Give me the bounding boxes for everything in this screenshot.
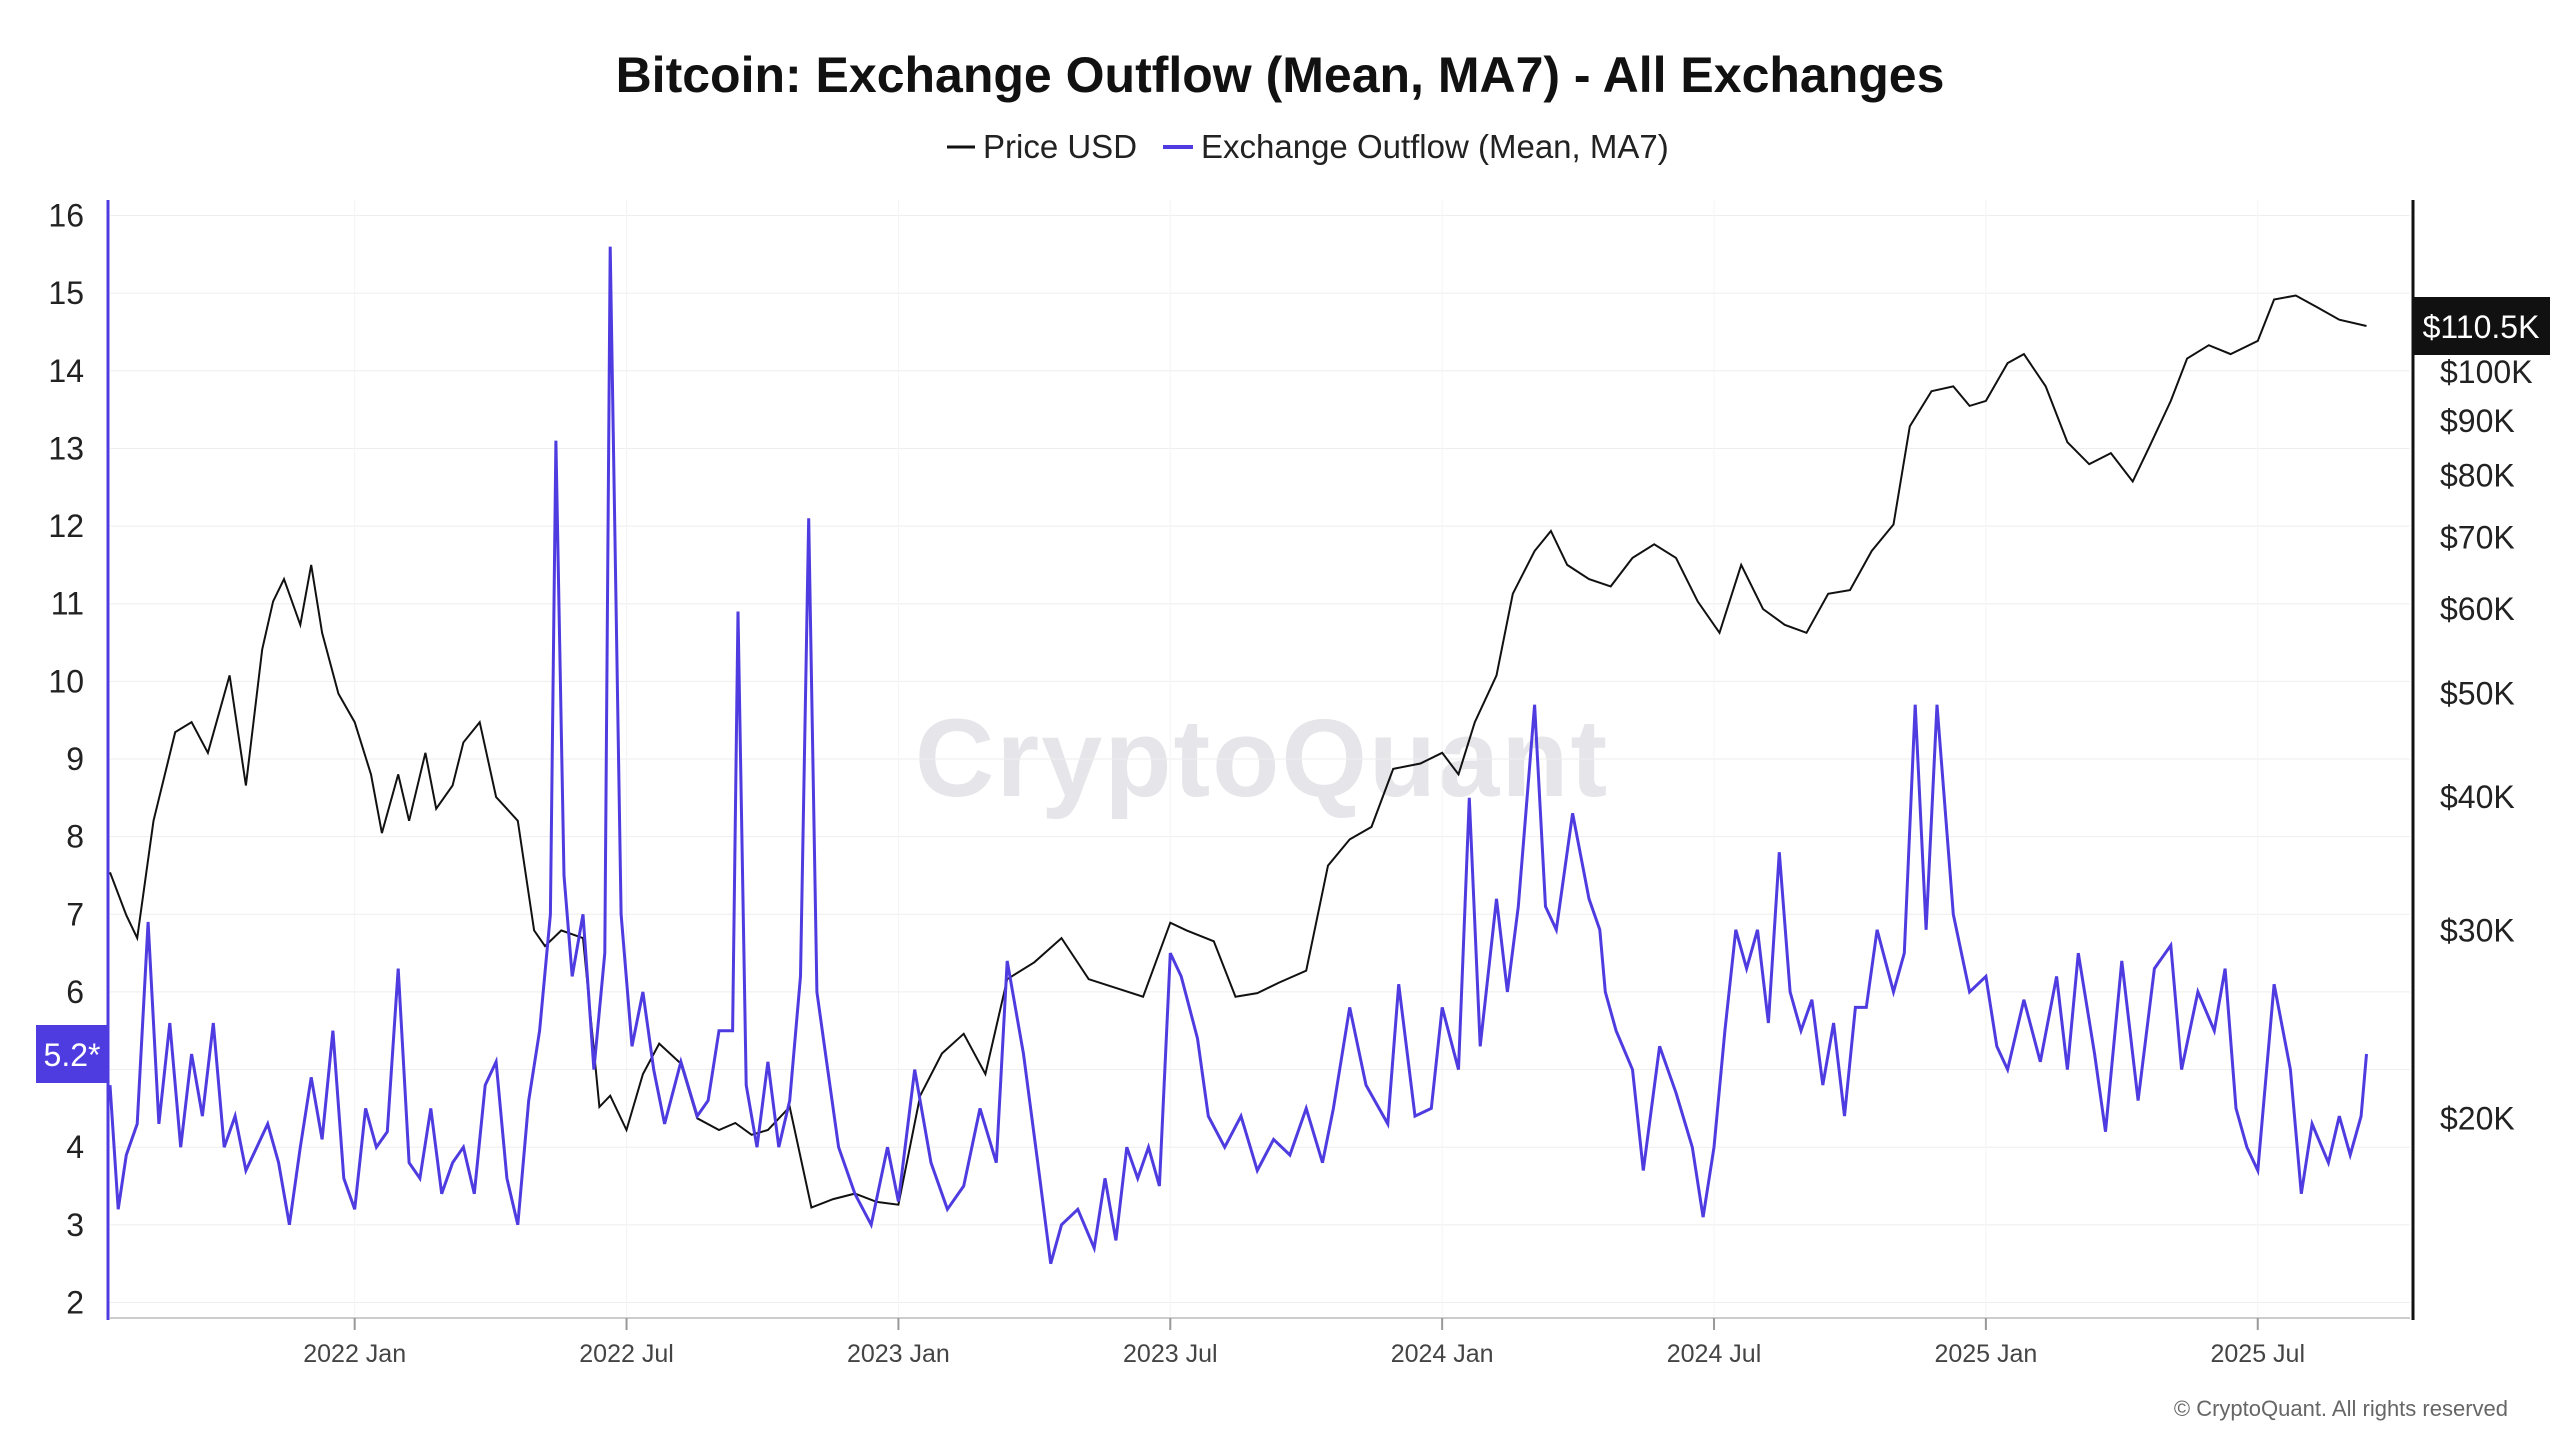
outflow-series-line [108,246,2368,1265]
left-axis-tick-label: 2 [66,1284,84,1320]
left-badge-background [36,1025,108,1083]
right-axis-tick-label: $90K [2440,403,2515,439]
left-axis-tick-label: 7 [66,896,84,932]
left-axis-tick-label: 13 [48,430,84,466]
legend-outflow-label[interactable]: Exchange Outflow (Mean, MA7) [1201,128,1669,165]
left-axis-tick-label: 3 [66,1207,84,1243]
left-axis: 2345678910111213141516 [48,198,110,1320]
left-axis-tick-label: 8 [66,819,84,855]
right-axis-tick-label: $60K [2440,591,2515,627]
left-axis-tick-label: 11 [51,586,84,622]
left-axis-tick-label: 16 [48,198,84,234]
left-current-value-badge: 5.2* [36,1025,108,1083]
right-axis-tick-label: $100K [2440,354,2533,390]
x-axis: 2022 Jan 2022 Jul 2023 Jan 2023 Jul 2024 Jan… [110,1317,2410,1368]
x-axis-tick-label: 2022 Jul [579,1340,674,1368]
price-series-line [109,294,2367,1209]
right-axis-tick-label: $20K [2440,1100,2515,1136]
x-axis-tick-label: 2022 Jan [303,1340,406,1368]
right-axis-tick-label: $40K [2440,779,2515,815]
left-axis-tick-label: 6 [66,974,84,1010]
x-axis-tick-label: 2025 Jan [1934,1340,2037,1368]
copyright-text: © CryptoQuant. All rights reserved [2174,1396,2508,1421]
left-axis-tick-label: 10 [48,663,84,699]
x-axis-tick-label: 2024 Jan [1391,1340,1494,1368]
left-axis-tick-label: 15 [48,275,84,311]
right-axis-tick-label: $80K [2440,458,2515,494]
right-badge-label: $110.5K [2423,309,2540,345]
left-axis-tick-label: 14 [48,353,84,389]
legend: Price USD Exchange Outflow (Mean, MA7) [947,128,1669,165]
left-axis-tick-label: 4 [66,1129,84,1165]
left-axis-tick-label: 12 [48,508,84,544]
x-axis-tick-label: 2024 Jul [1667,1340,1762,1368]
right-current-value-badge: $110.5K [2412,297,2550,355]
chart-title: Bitcoin: Exchange Outflow (Mean, MA7) - … [616,47,1945,103]
legend-price-label[interactable]: Price USD [983,128,1137,165]
right-axis-tick-label: $30K [2440,912,2515,948]
left-badge-label: 5.2* [44,1037,101,1073]
right-axis-tick-label: $50K [2440,676,2515,712]
grid-layer [110,200,2410,1318]
x-axis-tick-label: 2023 Jul [1123,1340,1218,1368]
right-badge-background [2412,297,2550,355]
x-axis-tick-label: 2025 Jul [2210,1340,2305,1368]
left-axis-tick-label: 9 [66,741,84,777]
right-axis-tick-label: $70K [2440,520,2515,556]
x-axis-tick-label: 2023 Jan [847,1340,950,1368]
right-axis: $20K $30K $40K $50K $60K $70K $80K $90K $100K [2411,200,2533,1320]
